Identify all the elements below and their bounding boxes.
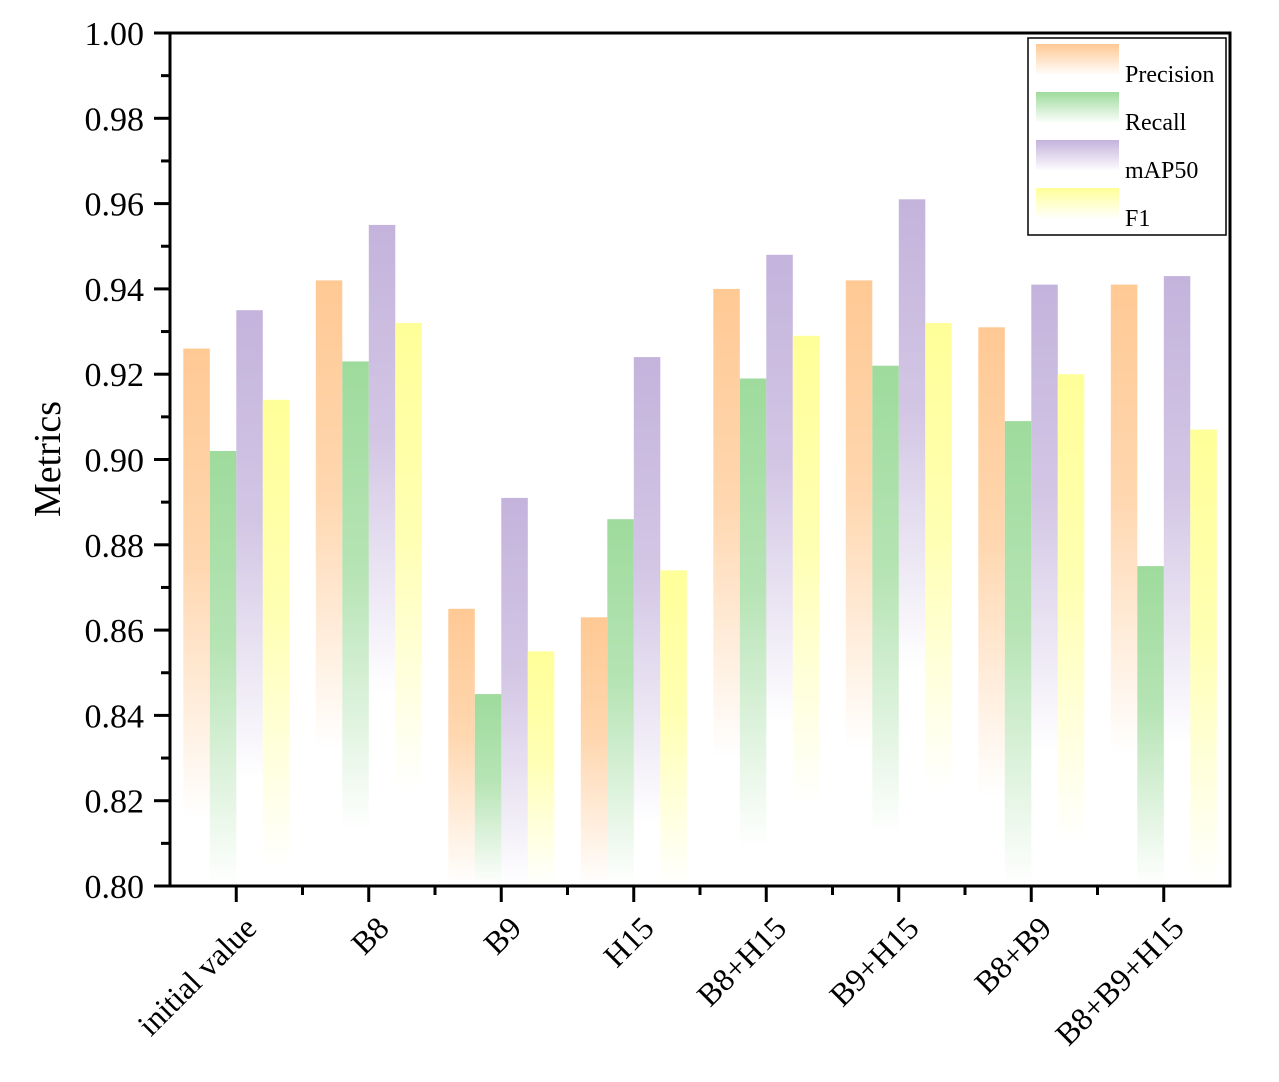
bar-map50-5 — [898, 199, 926, 669]
bar-map50-1 — [368, 224, 396, 695]
y-tick-label: 0.98 — [85, 101, 145, 138]
bar-precision-1 — [315, 280, 343, 750]
bar-precision-2 — [448, 608, 475, 886]
x-tick-label: initial value — [130, 909, 263, 1042]
bar-f1-1 — [395, 323, 422, 793]
bar-f1-7 — [1190, 429, 1217, 886]
x-tick-label: B8+H15 — [690, 909, 794, 1013]
bar-precision-3 — [580, 617, 608, 886]
bar-recall-2 — [474, 694, 502, 886]
x-tick-label: H15 — [596, 909, 660, 973]
bars-layer — [183, 199, 1217, 886]
x-ticks-layer: initial value B8 B9 H15 B8+H15 B9+H15 B8+B9B8+… — [130, 886, 1191, 1052]
x-tick-label: B9 — [476, 909, 528, 961]
bar-f1-0 — [262, 399, 290, 869]
y-tick-label: 0.82 — [85, 784, 145, 821]
bar-map50-7 — [1163, 276, 1191, 746]
bar-recall-4 — [739, 378, 767, 848]
bar-precision-0 — [183, 348, 210, 818]
bar-map50-6 — [1031, 284, 1058, 754]
y-tick-label: 0.80 — [85, 869, 145, 906]
legend-swatch-recall — [1036, 92, 1119, 122]
legend: Precision Recall mAP50 F1 — [1027, 37, 1227, 236]
bar-recall-6 — [1004, 421, 1032, 886]
bar-f1-3 — [660, 570, 687, 886]
x-tick-label: B8+B9 — [967, 909, 1058, 1000]
bar-precision-7 — [1110, 284, 1138, 754]
legend-label-precision: Precision — [1125, 62, 1214, 88]
x-tick-label: B8+B9+H15 — [1048, 909, 1191, 1052]
legend-label-f1: F1 — [1125, 206, 1150, 232]
legend-label-recall: Recall — [1125, 110, 1187, 136]
x-tick-label: B8 — [344, 909, 396, 961]
y-tick-label: 0.86 — [85, 613, 145, 650]
legend-swatch-f1 — [1036, 188, 1119, 218]
bar-map50-4 — [766, 254, 793, 724]
y-tick-label: 0.88 — [85, 528, 145, 565]
bar-map50-3 — [633, 357, 661, 827]
y-tick-label: 0.96 — [85, 187, 145, 224]
bar-precision-4 — [713, 288, 740, 759]
y-tick-label: 1.00 — [85, 16, 145, 53]
bar-f1-2 — [527, 651, 555, 886]
bar-map50-0 — [236, 310, 263, 780]
y-ticks-layer: 0.80 0.82 0.84 0.86 0.88 0.90 0.92 0.94 0.96 0.98… — [85, 16, 170, 906]
bar-recall-5 — [872, 365, 899, 835]
bar-f1-6 — [1057, 374, 1085, 844]
y-tick-label: 0.90 — [85, 443, 145, 480]
bar-precision-5 — [845, 280, 873, 750]
bar-recall-3 — [607, 519, 634, 886]
bar-f1-4 — [792, 335, 820, 805]
y-tick-label: 0.92 — [85, 357, 145, 394]
y-axis-title: Metrics — [27, 401, 69, 517]
y-tick-label: 0.94 — [85, 272, 145, 309]
legend-swatch-map50 — [1036, 140, 1119, 170]
legend-label-map50: mAP50 — [1125, 158, 1198, 184]
x-tick-label: B9+H15 — [822, 909, 926, 1013]
bar-precision-6 — [978, 327, 1005, 797]
y-tick-label: 0.84 — [85, 698, 145, 735]
bar-recall-1 — [342, 361, 369, 831]
bar-recall-7 — [1137, 566, 1164, 886]
bar-map50-2 — [501, 497, 528, 886]
legend-swatch-precision — [1036, 44, 1119, 74]
bar-f1-5 — [925, 323, 952, 793]
bar-recall-0 — [209, 451, 237, 886]
